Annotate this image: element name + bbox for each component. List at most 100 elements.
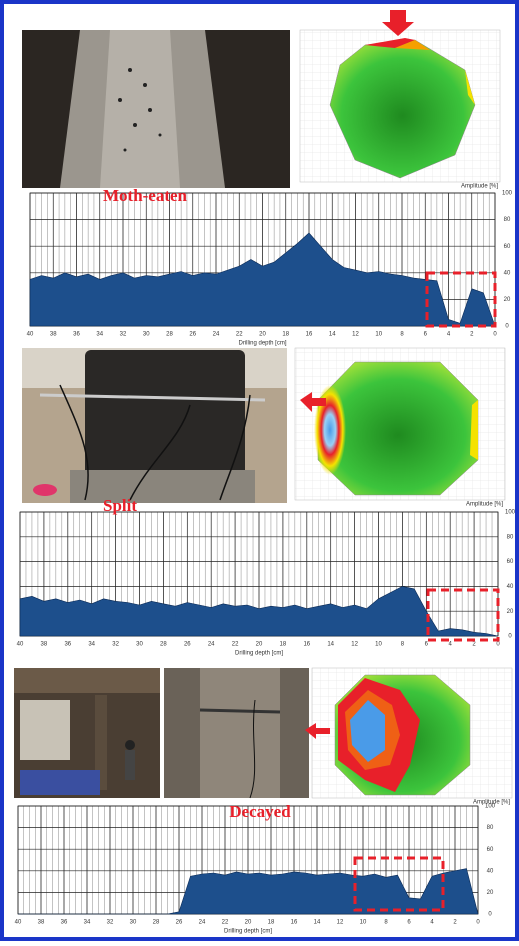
x-tick-label: 0 — [496, 642, 500, 648]
x-tick-label: 34 — [84, 920, 91, 926]
photo — [22, 30, 290, 188]
x-tick-label: 40 — [27, 332, 34, 338]
x-tick-label: 8 — [384, 920, 388, 926]
x-tick-label: 14 — [314, 920, 321, 926]
x-axis-label: Drilling depth [cm] — [238, 341, 286, 347]
x-tick-label: 38 — [38, 920, 45, 926]
x-tick-label: 24 — [199, 920, 206, 926]
tomogram: Amplitude [%] — [294, 347, 506, 508]
x-tick-label: 22 — [232, 642, 239, 648]
x-tick-label: 20 — [259, 332, 266, 338]
tomogram-legend: Amplitude [%] — [461, 184, 498, 190]
x-tick-label: 16 — [306, 332, 313, 338]
y-tick-label: 60 — [507, 559, 514, 565]
area — [19, 586, 499, 637]
tomogram-legend: Amplitude [%] — [466, 502, 503, 508]
photo — [22, 348, 287, 503]
chart-title: Moth-eaten — [103, 186, 188, 205]
x-tick-label: 20 — [256, 642, 263, 648]
x-tick-label: 10 — [375, 332, 382, 338]
y-tick-label: 100 — [502, 191, 513, 197]
x-tick-label: 2 — [453, 920, 457, 926]
x-tick-label: 10 — [375, 642, 382, 648]
y-tick-label: 80 — [487, 825, 494, 831]
y-tick-label: 0 — [488, 912, 492, 918]
x-tick-label: 40 — [15, 920, 22, 926]
x-tick-label: 8 — [401, 642, 405, 648]
tomogram: Amplitude [%] — [299, 10, 501, 190]
x-tick-label: 34 — [96, 332, 103, 338]
x-tick-label: 30 — [143, 332, 150, 338]
tomogram-legend: Amplitude [%] — [473, 800, 510, 806]
x-tick-label: 14 — [329, 332, 336, 338]
x-axis-label: Drilling depth [cm] — [224, 929, 272, 935]
highlight-box — [353, 271, 500, 912]
chart-title: Split — [103, 496, 137, 515]
x-tick-label: 22 — [222, 920, 229, 926]
x-axis-label: Drilling depth [cm] — [235, 651, 283, 657]
charts: 40 38 36 34 32 30 28 26 24 22 20 18 16 14 12 10 8 6 4 2 0020… — [15, 186, 516, 935]
x-tick-label: 22 — [236, 332, 243, 338]
y-tick-label: 0 — [505, 324, 509, 330]
x-tick-label: 38 — [41, 642, 48, 648]
y-tick-label: 60 — [487, 847, 494, 853]
x-tick-label: 4 — [449, 642, 453, 648]
x-tick-label: 30 — [130, 920, 137, 926]
x-tick-label: 4 — [447, 332, 451, 338]
x-tick-label: 10 — [360, 920, 367, 926]
y-tick-label: 60 — [504, 244, 511, 250]
y-tick-label: 20 — [504, 297, 511, 303]
x-tick-label: 38 — [50, 332, 57, 338]
x-tick-label: 28 — [166, 332, 173, 338]
x-tick-label: 12 — [351, 642, 358, 648]
x-tick-label: 36 — [61, 920, 68, 926]
area — [18, 868, 479, 915]
x-tick-label: 34 — [88, 642, 95, 648]
x-tick-label: 0 — [493, 332, 497, 338]
area — [29, 232, 496, 327]
x-tick-label: 16 — [303, 642, 310, 648]
x-tick-label: 16 — [291, 920, 298, 926]
y-tick-label: 80 — [507, 534, 514, 540]
x-tick-label: 30 — [136, 642, 143, 648]
y-tick-label: 40 — [507, 584, 514, 590]
y-tick-label: 20 — [507, 609, 514, 615]
y-tick-label: 40 — [487, 868, 494, 874]
x-tick-label: 6 — [424, 332, 428, 338]
photo — [164, 668, 309, 799]
x-tick-label: 18 — [268, 920, 275, 926]
x-tick-label: 36 — [64, 642, 71, 648]
x-tick-label: 36 — [73, 332, 80, 338]
y-tick-label: 0 — [508, 634, 512, 640]
x-tick-label: 6 — [407, 920, 411, 926]
x-tick-label: 6 — [425, 642, 429, 648]
x-tick-label: 26 — [189, 332, 196, 338]
x-tick-label: 2 — [472, 642, 476, 648]
x-tick-label: 2 — [470, 332, 474, 338]
y-tick-label: 40 — [504, 270, 511, 276]
y-tick-label: 100 — [485, 804, 496, 810]
y-tick-label: 80 — [504, 217, 511, 223]
x-tick-label: 32 — [107, 920, 114, 926]
chart-title: Decayed — [229, 802, 291, 821]
y-tick-label: 20 — [487, 890, 494, 896]
x-tick-label: 40 — [17, 642, 24, 648]
x-tick-label: 8 — [400, 332, 404, 338]
x-tick-label: 20 — [245, 920, 252, 926]
x-tick-label: 4 — [430, 920, 434, 926]
x-tick-label: 18 — [280, 642, 287, 648]
x-tick-label: 18 — [282, 332, 289, 338]
tomogram: Amplitude [%] — [305, 667, 513, 806]
x-tick-label: 14 — [327, 642, 334, 648]
x-tick-label: 32 — [120, 332, 127, 338]
x-tick-label: 28 — [153, 920, 160, 926]
x-tick-label: 24 — [213, 332, 220, 338]
x-tick-label: 32 — [112, 642, 119, 648]
x-tick-label: 24 — [208, 642, 215, 648]
x-tick-label: 26 — [184, 642, 191, 648]
x-tick-label: 0 — [476, 920, 480, 926]
photo — [14, 668, 160, 798]
x-tick-label: 12 — [352, 332, 359, 338]
